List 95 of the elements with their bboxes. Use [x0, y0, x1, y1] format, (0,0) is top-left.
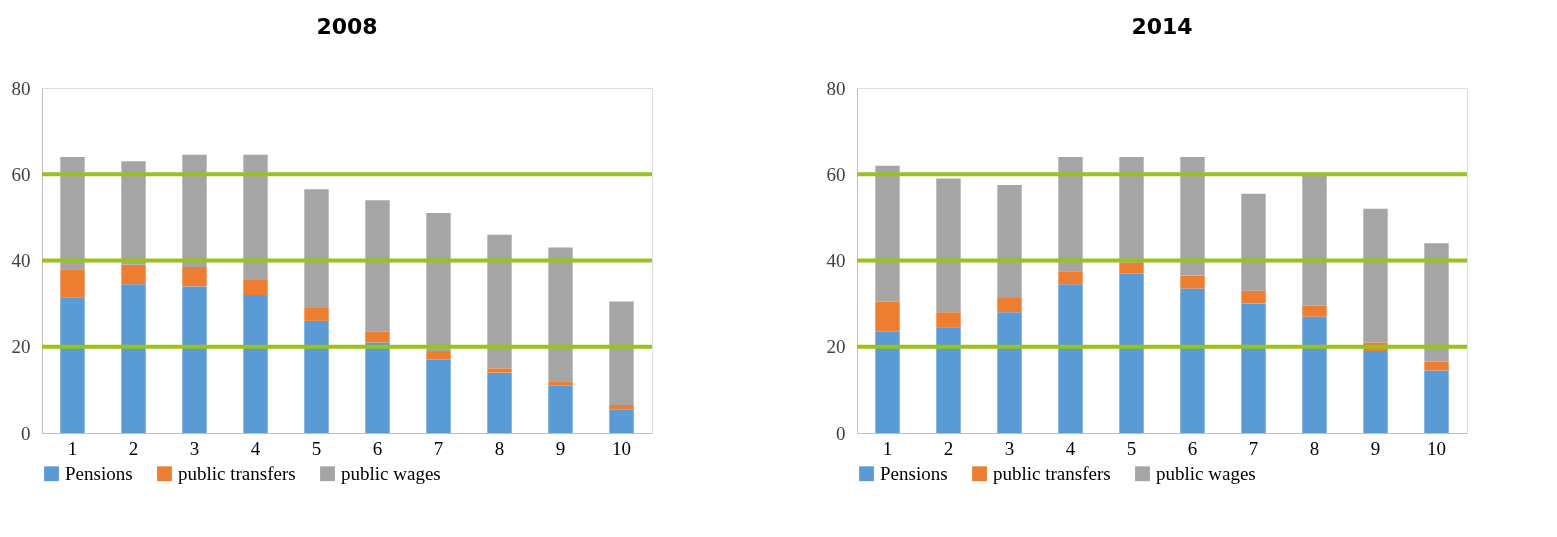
chart-title: 2008: [316, 14, 378, 39]
bar: [1302, 174, 1327, 306]
bar: [1180, 288, 1205, 433]
bar: [243, 279, 268, 295]
bar: [60, 297, 85, 433]
bar: [243, 295, 268, 433]
bar: [548, 247, 573, 382]
legend-label: public wages: [1156, 462, 1256, 484]
bar: [60, 269, 85, 298]
bar: [609, 404, 634, 410]
bar: [875, 301, 900, 332]
bar: [997, 185, 1022, 298]
bar: [1363, 208, 1388, 343]
y-tick-label: 40: [826, 250, 846, 271]
bar: [1180, 157, 1205, 276]
x-tick-label: 5: [311, 437, 322, 459]
y-tick-label: 20: [11, 336, 31, 358]
legend-label: public transfers: [178, 462, 296, 484]
bar: [121, 161, 146, 265]
bar: [365, 342, 390, 433]
y-tick-label: 40: [11, 250, 31, 271]
bar: [548, 385, 573, 433]
chart-title: 2014: [1131, 14, 1193, 39]
x-tick-label: 8: [494, 437, 505, 459]
bar: [1058, 271, 1083, 285]
bar: [609, 409, 634, 433]
bar: [121, 264, 146, 285]
bar: [1424, 370, 1449, 433]
bar: [182, 266, 207, 287]
bar: [936, 312, 961, 328]
bar: [1119, 262, 1144, 274]
legend-label: public transfers: [993, 462, 1111, 484]
x-tick-label: 4: [1065, 437, 1076, 459]
bar: [182, 154, 207, 267]
x-tick-label: 1: [882, 437, 893, 459]
bar: [609, 301, 634, 405]
bar: [182, 286, 207, 433]
bar: [1302, 316, 1327, 433]
y-tick-label: 0: [836, 422, 846, 444]
y-tick-label: 80: [826, 77, 846, 99]
x-tick-label: 4: [250, 437, 261, 459]
bar: [1058, 157, 1083, 272]
bar: [60, 157, 85, 270]
bar: [304, 320, 329, 433]
y-tick-label: 60: [11, 163, 31, 185]
x-tick-label: 8: [1309, 437, 1320, 459]
x-tick-label: 10: [612, 437, 631, 459]
x-tick-label: 3: [1004, 437, 1015, 459]
y-tick-label: 80: [11, 77, 31, 99]
bar: [1058, 284, 1083, 433]
x-tick-label: 2: [943, 437, 954, 459]
bar: [997, 297, 1022, 313]
bar: [875, 165, 900, 302]
bar: [304, 189, 329, 308]
x-tick-label: 1: [67, 437, 78, 459]
bar: [548, 381, 573, 386]
bar: [1119, 273, 1144, 433]
x-tick-label: 5: [1126, 437, 1137, 459]
x-tick-label: 10: [1427, 437, 1446, 459]
bar: [487, 372, 512, 433]
x-tick-label: 6: [1187, 437, 1198, 459]
bar: [426, 359, 451, 433]
bar: [1241, 303, 1266, 433]
bar: [1241, 290, 1266, 304]
bar: [997, 312, 1022, 433]
legend-label: Pensions: [65, 462, 133, 484]
x-tick-label: 2: [128, 437, 139, 459]
y-tick-label: 20: [826, 336, 846, 358]
bar: [426, 351, 451, 360]
bar: [1363, 351, 1388, 433]
bar: [487, 234, 512, 369]
bar: [936, 178, 961, 313]
x-tick-label: 3: [189, 437, 200, 459]
bar: [304, 307, 329, 321]
bar: [1180, 275, 1205, 289]
legend-label: public wages: [341, 462, 441, 484]
y-tick-label: 60: [826, 163, 846, 185]
bar: [875, 331, 900, 433]
x-tick-label: 7: [433, 437, 444, 459]
bar: [365, 331, 390, 343]
x-tick-label: 9: [555, 437, 566, 459]
x-tick-label: 6: [372, 437, 383, 459]
bar: [487, 368, 512, 373]
bar: [243, 154, 268, 280]
y-tick-label: 0: [21, 422, 31, 444]
bar: [1302, 305, 1327, 317]
x-tick-label: 7: [1248, 437, 1259, 459]
bar: [121, 284, 146, 433]
bar: [426, 213, 451, 352]
x-tick-label: 9: [1370, 437, 1381, 459]
bar: [936, 327, 961, 433]
legend-label: Pensions: [880, 462, 948, 484]
bar: [1424, 361, 1449, 371]
bar: [365, 200, 390, 332]
bar: [1241, 193, 1266, 291]
